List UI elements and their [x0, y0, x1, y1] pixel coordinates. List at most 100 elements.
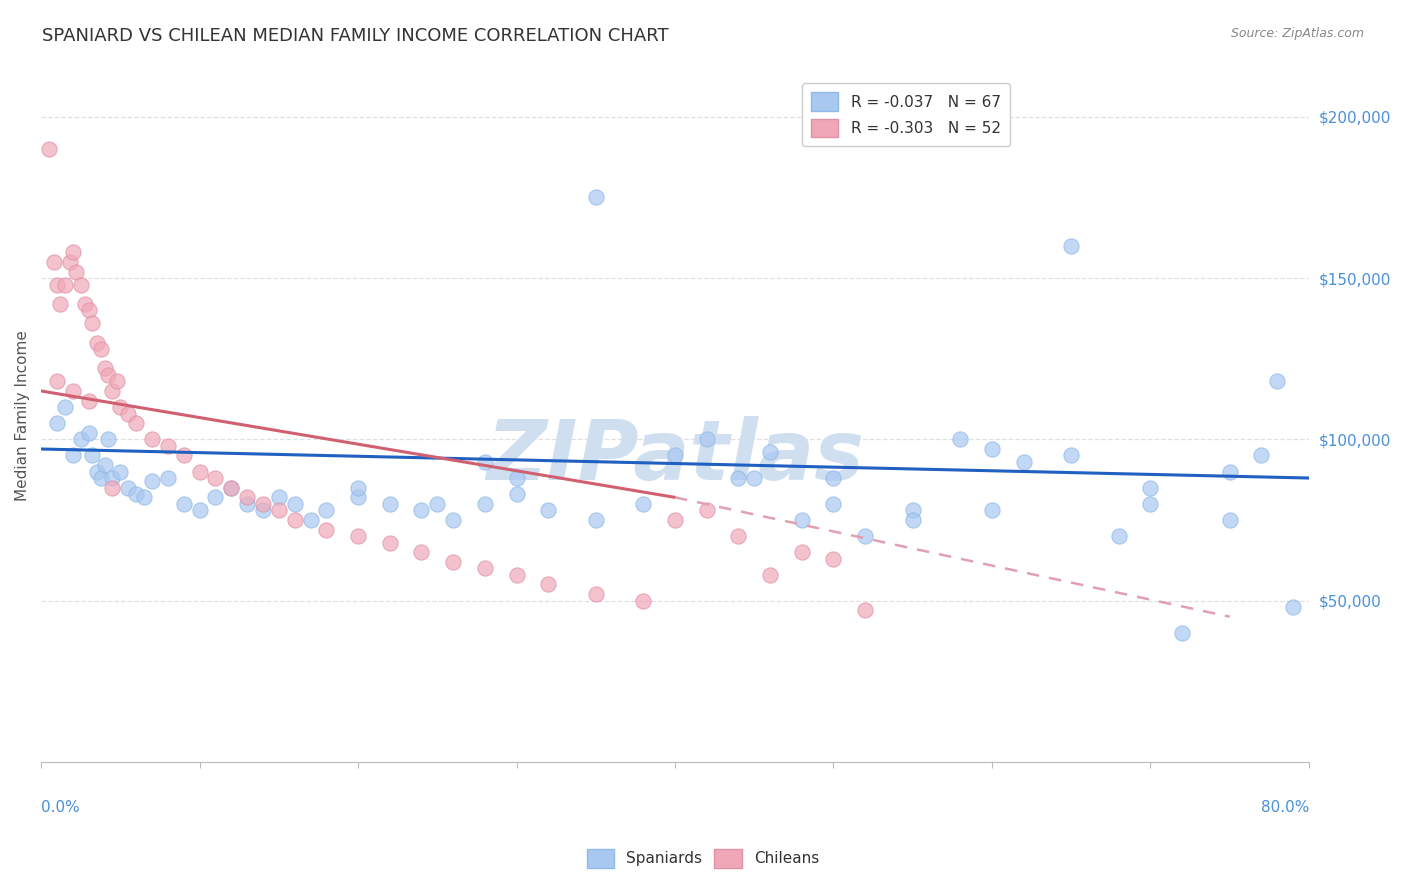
Text: Source: ZipAtlas.com: Source: ZipAtlas.com: [1230, 27, 1364, 40]
Point: [42, 255, 65, 269]
Point: [426, 497, 449, 511]
Point: [46, 416, 69, 430]
Point: [727, 471, 749, 485]
Point: [790, 513, 813, 527]
Point: [823, 471, 845, 485]
Point: [141, 433, 163, 447]
Point: [411, 503, 433, 517]
Point: [696, 503, 718, 517]
Point: [1265, 374, 1288, 388]
Point: [156, 439, 179, 453]
Point: [219, 481, 242, 495]
Point: [62, 449, 84, 463]
Point: [759, 445, 782, 459]
Point: [1171, 625, 1194, 640]
Point: [981, 442, 1004, 456]
Point: [204, 491, 226, 505]
Point: [949, 433, 972, 447]
Point: [378, 497, 401, 511]
Point: [1139, 497, 1161, 511]
Point: [49, 297, 72, 311]
Point: [105, 374, 128, 388]
Point: [1139, 481, 1161, 495]
Point: [69, 277, 91, 292]
Point: [1108, 529, 1130, 543]
Point: [219, 481, 242, 495]
Point: [125, 416, 148, 430]
Point: [347, 481, 370, 495]
Point: [742, 471, 765, 485]
Point: [1060, 239, 1083, 253]
Point: [204, 471, 226, 485]
Point: [585, 513, 607, 527]
Point: [156, 471, 179, 485]
Point: [69, 433, 91, 447]
Y-axis label: Median Family Income: Median Family Income: [15, 330, 30, 500]
Point: [267, 503, 290, 517]
Point: [38, 142, 60, 156]
Legend: R = -0.037   N = 67, R = -0.303   N = 52: R = -0.037 N = 67, R = -0.303 N = 52: [801, 83, 1010, 146]
Point: [101, 384, 124, 398]
Point: [267, 491, 290, 505]
Point: [1060, 449, 1083, 463]
Point: [236, 491, 259, 505]
Point: [315, 523, 337, 537]
Point: [823, 551, 845, 566]
Point: [441, 555, 464, 569]
Point: [90, 342, 112, 356]
Point: [585, 587, 607, 601]
Point: [80, 449, 103, 463]
Point: [696, 433, 718, 447]
Point: [97, 368, 120, 382]
Point: [53, 277, 76, 292]
Point: [1219, 465, 1241, 479]
Point: [505, 487, 527, 501]
Point: [117, 481, 139, 495]
Point: [759, 567, 782, 582]
Point: [101, 481, 124, 495]
Point: [86, 335, 108, 350]
Point: [59, 255, 82, 269]
Point: [411, 545, 433, 559]
Point: [901, 513, 924, 527]
Point: [188, 465, 211, 479]
Point: [252, 497, 274, 511]
Point: [97, 433, 120, 447]
Point: [53, 400, 76, 414]
Point: [173, 449, 195, 463]
Point: [62, 384, 84, 398]
Point: [1250, 449, 1272, 463]
Point: [299, 513, 322, 527]
Point: [505, 471, 527, 485]
Point: [347, 491, 370, 505]
Point: [134, 491, 156, 505]
Point: [188, 503, 211, 517]
Point: [284, 497, 307, 511]
Point: [110, 465, 132, 479]
Point: [117, 407, 139, 421]
Point: [46, 374, 69, 388]
Text: ZIPatlas: ZIPatlas: [486, 417, 863, 497]
Point: [585, 190, 607, 204]
Point: [1012, 455, 1035, 469]
Text: 0.0%: 0.0%: [41, 800, 80, 815]
Point: [1282, 600, 1305, 615]
Point: [77, 303, 100, 318]
Point: [77, 393, 100, 408]
Point: [441, 513, 464, 527]
Point: [77, 425, 100, 440]
Point: [633, 593, 655, 607]
Point: [93, 458, 115, 472]
Text: 80.0%: 80.0%: [1261, 800, 1309, 815]
Point: [474, 561, 496, 575]
Point: [125, 487, 148, 501]
Point: [236, 497, 259, 511]
Legend: Spaniards, Chileans: Spaniards, Chileans: [581, 843, 825, 873]
Point: [86, 465, 108, 479]
Point: [347, 529, 370, 543]
Point: [853, 603, 876, 617]
Point: [474, 497, 496, 511]
Point: [901, 503, 924, 517]
Point: [284, 513, 307, 527]
Point: [790, 545, 813, 559]
